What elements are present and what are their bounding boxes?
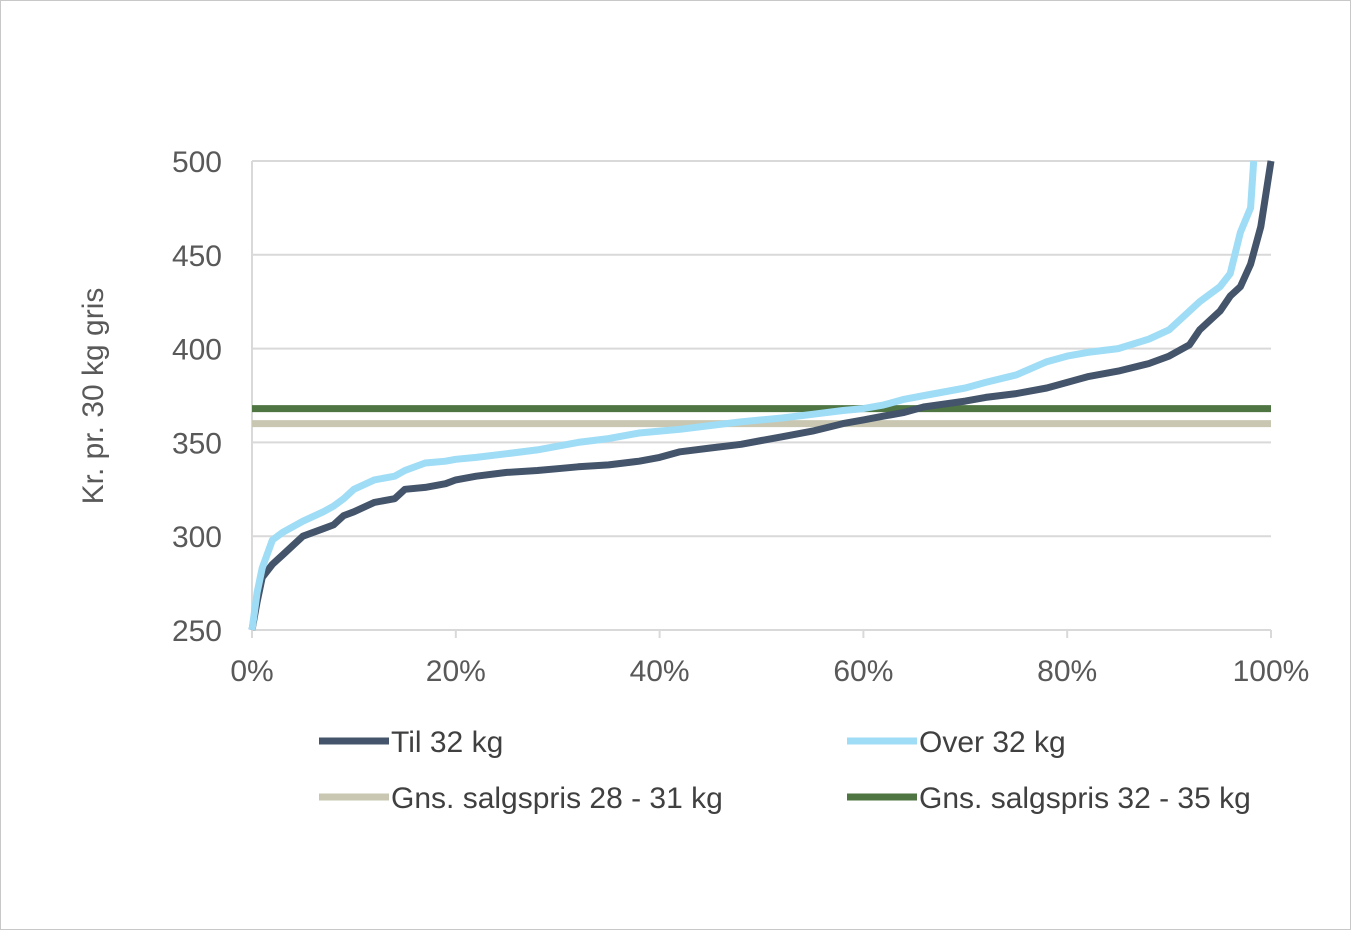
legend: Til 32 kg Over 32 kg Gns. salgspris 28 - 3…: [319, 726, 1251, 815]
y-tick-label: 500: [172, 146, 222, 179]
y-tick-label: 400: [172, 334, 222, 367]
y-tick-labels: 250 300 350 400 450 500: [172, 146, 222, 648]
legend-label: Gns. salgspris 32 - 35 kg: [919, 782, 1251, 815]
legend-label: Over 32 kg: [919, 726, 1066, 759]
x-tick-label: 40%: [630, 655, 690, 688]
y-tick-label: 350: [172, 427, 222, 460]
legend-label: Til 32 kg: [391, 726, 503, 759]
x-tick-labels: 0% 20% 40% 60% 80% 100%: [230, 655, 1309, 688]
series-layer: [248, 160, 1275, 631]
y-tick-label: 300: [172, 521, 222, 554]
x-tick-label: 60%: [833, 655, 893, 688]
x-tick-label: 100%: [1233, 655, 1310, 688]
y-tick-label: 250: [172, 615, 222, 648]
legend-label: Gns. salgspris 28 - 31 kg: [391, 782, 723, 815]
axes: [251, 161, 1271, 631]
series-line-1: [248, 160, 1258, 631]
y-tick-label: 450: [172, 240, 222, 273]
y-axis-title: Kr. pr. 30 kg gris: [77, 288, 110, 505]
series-line-0: [248, 160, 1275, 631]
x-tick-label: 0%: [230, 655, 273, 688]
x-tick-label: 20%: [426, 655, 486, 688]
gridlines: [251, 160, 1272, 638]
x-tick-label: 80%: [1037, 655, 1097, 688]
